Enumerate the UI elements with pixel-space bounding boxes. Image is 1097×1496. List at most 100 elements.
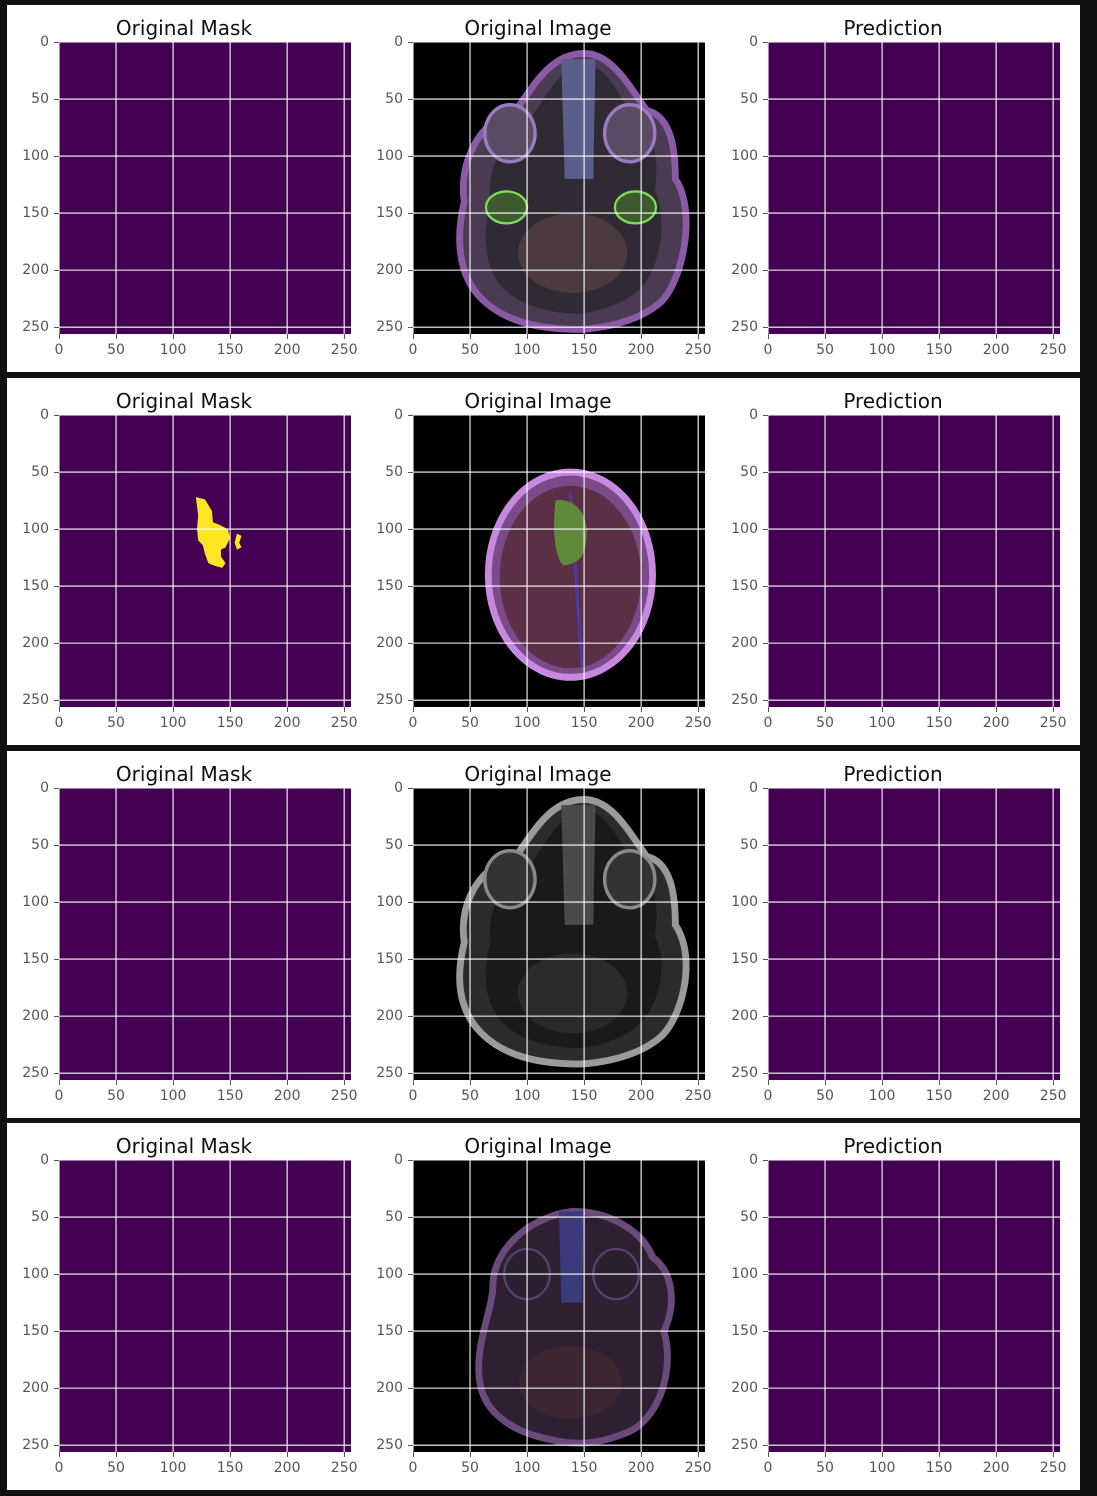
figure-row: Original Mask 0 50 100 150 200 250 0 50 100 150 200… (7, 1123, 1080, 1490)
y-tick-label: 100 (22, 521, 49, 538)
figure-row: Original Mask 0 50 100 150 200 250 0 50 100 150 200… (7, 378, 1080, 745)
subplot-panel: Prediction 0 50 100 150 200 250 0 50 100 150 200 250 (716, 1123, 1070, 1490)
y-tick-label: 250 (731, 1437, 758, 1454)
image-background (59, 788, 351, 1080)
x-tick-label: 50 (461, 715, 479, 731)
y-tick-label: 250 (376, 319, 403, 336)
y-tick-label: 150 (376, 205, 403, 222)
y-tick-mark (408, 1160, 413, 1161)
x-tick-label: 250 (1039, 715, 1067, 731)
tumor-mask-blob (195, 497, 231, 568)
x-tick-label: 50 (816, 1088, 834, 1104)
x-tick-mark (116, 1080, 118, 1085)
y-tick-label: 200 (376, 262, 403, 279)
y-tick-label: 100 (376, 1266, 403, 1283)
x-tick-label: 100 (159, 715, 187, 731)
x-tick-mark (882, 707, 884, 712)
y-tick-label: 50 (31, 464, 49, 481)
y-tick-label: 200 (731, 635, 758, 652)
x-tick-mark (173, 1452, 175, 1457)
y-tick-mark (408, 1073, 413, 1075)
x-tick-label: 100 (513, 715, 541, 731)
x-tick-mark (470, 1080, 472, 1085)
y-tick-label: 200 (731, 262, 758, 279)
x-tick-mark (173, 1080, 175, 1085)
subplot-title: Original Mask (115, 762, 253, 786)
subplot-axes: 0 50 100 150 200 250 0 50 100 150 200 250 (376, 1152, 711, 1476)
y-tick-mark (763, 1388, 768, 1390)
y-tick-mark (763, 156, 768, 158)
x-tick-mark (116, 1452, 118, 1457)
x-tick-label: 0 (763, 342, 773, 358)
subplot-title: Original Image (464, 762, 612, 786)
y-tick-label: 50 (385, 837, 403, 854)
x-tick-mark (698, 1452, 700, 1457)
y-tick-label: 100 (22, 894, 49, 911)
x-tick-label: 250 (330, 715, 358, 731)
y-tick-mark (54, 270, 59, 272)
x-tick-label: 250 (1039, 1460, 1067, 1476)
y-tick-mark (54, 845, 59, 847)
mask-image (768, 788, 1060, 1080)
x-tick-mark (698, 1080, 700, 1085)
x-tick-mark (939, 1080, 941, 1085)
y-tick-mark (763, 1217, 768, 1219)
y-tick-label: 100 (22, 148, 49, 165)
x-tick-label: 100 (159, 1088, 187, 1104)
x-tick-mark (344, 1452, 346, 1457)
y-tick-label: 100 (376, 894, 403, 911)
x-tick-mark (825, 1080, 827, 1085)
y-tick-mark (408, 1445, 413, 1447)
image-background (59, 42, 351, 334)
image-background (768, 788, 1060, 1080)
y-tick-mark (763, 1445, 768, 1447)
y-tick-label: 250 (376, 1437, 403, 1454)
orbit-right (602, 103, 657, 164)
y-tick-mark (54, 902, 59, 904)
y-tick-mark (54, 1160, 59, 1161)
x-tick-label: 150 (216, 1088, 244, 1104)
x-tick-mark (698, 707, 700, 712)
x-tick-label: 0 (54, 342, 64, 358)
x-tick-mark (173, 707, 175, 712)
x-tick-mark (825, 334, 827, 339)
y-tick-mark (54, 1331, 59, 1333)
x-tick-mark (939, 707, 941, 712)
x-tick-mark (344, 334, 346, 339)
x-tick-label: 200 (273, 342, 301, 358)
subplot-title: Prediction (843, 389, 943, 413)
subplot-title: Original Mask (115, 1134, 253, 1158)
x-tick-label: 200 (982, 342, 1010, 358)
y-tick-label: 50 (385, 464, 403, 481)
x-tick-mark (344, 1080, 346, 1085)
y-tick-label: 100 (731, 148, 758, 165)
x-tick-mark (59, 1452, 60, 1457)
x-tick-label: 100 (513, 1460, 541, 1476)
image-background (768, 415, 1060, 707)
y-tick-mark (763, 415, 768, 416)
y-tick-mark (763, 1016, 768, 1018)
y-tick-mark (408, 213, 413, 215)
x-tick-label: 0 (54, 715, 64, 731)
x-tick-label: 100 (159, 1460, 187, 1476)
y-tick-mark (54, 959, 59, 961)
x-tick-mark (287, 707, 289, 712)
y-tick-mark (408, 643, 413, 645)
y-tick-label: 200 (731, 1380, 758, 1397)
x-tick-label: 250 (684, 1088, 712, 1104)
y-tick-mark (763, 270, 768, 272)
x-tick-mark (584, 1452, 586, 1457)
x-tick-mark (413, 334, 414, 339)
x-tick-mark (116, 707, 118, 712)
figure-row: Original Mask 0 50 100 150 200 250 0 50 100 150 200… (7, 5, 1080, 372)
y-tick-label: 150 (731, 951, 758, 968)
x-tick-mark (882, 1080, 884, 1085)
y-tick-label: 250 (376, 692, 403, 709)
x-tick-mark (768, 1452, 769, 1457)
y-tick-mark (54, 415, 59, 416)
y-tick-mark (408, 1388, 413, 1390)
y-tick-mark (408, 156, 413, 158)
x-tick-mark (584, 334, 586, 339)
x-tick-label: 200 (982, 1088, 1010, 1104)
x-tick-label: 50 (107, 1088, 125, 1104)
